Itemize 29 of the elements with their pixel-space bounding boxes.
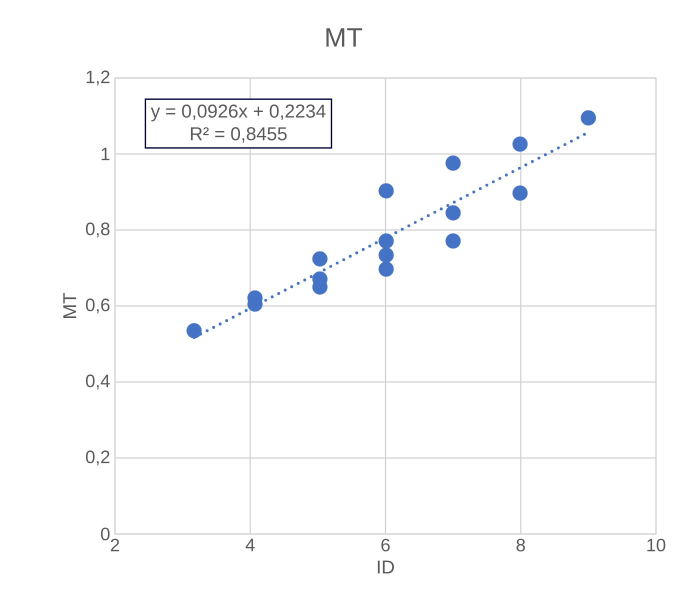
point <box>186 323 202 338</box>
chart-title: MT <box>326 28 362 47</box>
y-axis-title: MT <box>63 292 76 318</box>
point <box>378 262 394 277</box>
point <box>378 233 394 249</box>
point <box>446 156 461 171</box>
y-tick-label: 0,2 <box>86 450 110 466</box>
point <box>446 205 461 220</box>
annotation: y = 0,0926x + 0,2234 <box>150 104 326 122</box>
point <box>446 233 461 249</box>
x-tick-label: 6 <box>381 538 390 552</box>
point <box>378 183 394 198</box>
x-tick-label: 8 <box>516 538 525 552</box>
x-axis-title: ID <box>378 560 394 574</box>
x-tick-label: 2 <box>110 538 120 552</box>
x-tick-label: 4 <box>246 538 255 552</box>
y-tick-label: 0 <box>100 528 110 540</box>
point <box>512 136 528 152</box>
point <box>512 186 528 201</box>
point <box>312 251 328 266</box>
y-tick-label: 1,2 <box>86 70 110 86</box>
y-tick-label: 0,4 <box>86 374 110 390</box>
y-tick-label: 0,6 <box>86 298 110 314</box>
x-tick-label: 10 <box>647 538 666 552</box>
point <box>580 110 596 126</box>
annotation: R² = 0,8455 <box>190 127 287 143</box>
y-tick-label: 1 <box>102 148 110 160</box>
y-tick-label: 0,8 <box>86 222 110 238</box>
point <box>378 247 394 263</box>
